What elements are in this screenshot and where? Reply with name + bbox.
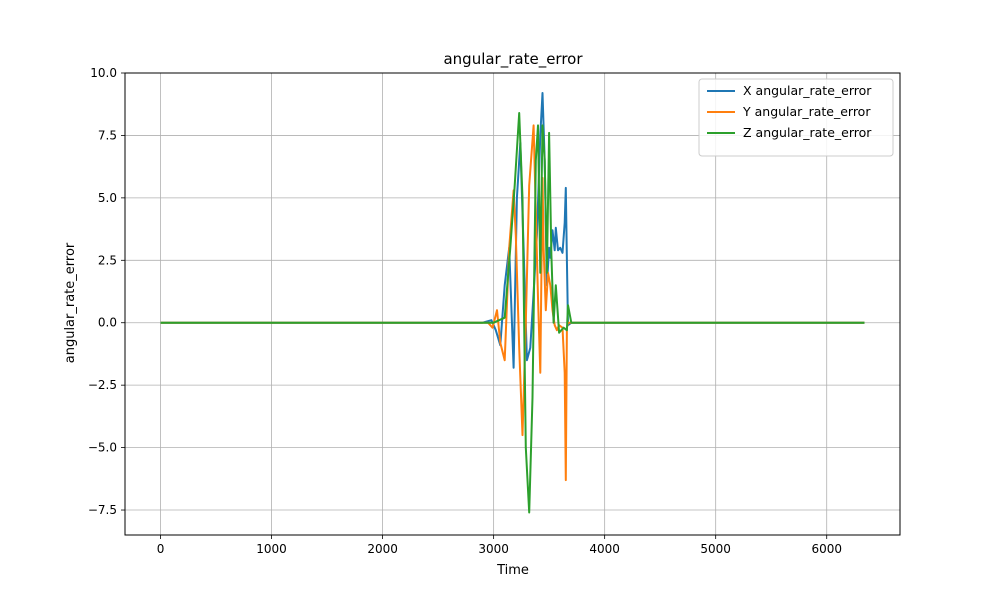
- legend: X angular_rate_error Y angular_rate_error…: [698, 78, 894, 157]
- series-line-1: [160, 92, 865, 369]
- y-tick-label: −2.5: [88, 378, 117, 392]
- x-tick-label: 1000: [256, 542, 287, 556]
- y-axis-label: angular_rate_error: [63, 242, 78, 363]
- axes-frame: [124, 72, 901, 536]
- x-tick-label: 5000: [700, 542, 731, 556]
- legend-box: [698, 78, 894, 157]
- x-tick-label: 6000: [811, 542, 842, 556]
- y-tick-label: −5.0: [88, 441, 117, 455]
- x-tick-label: 4000: [589, 542, 620, 556]
- y-tick-label: −7.5: [88, 503, 117, 517]
- legend-label: Y angular_rate_error: [742, 104, 871, 119]
- y-tick-label: 2.5: [98, 253, 117, 267]
- y-tick-label: 7.5: [98, 128, 117, 142]
- x-tick-label: 3000: [478, 542, 509, 556]
- chart-title: angular_rate_error: [443, 50, 583, 69]
- x-ticks: 0 1000 2000 3000 4000 5000 6000: [157, 535, 842, 556]
- series-line-3: [160, 112, 865, 514]
- series-line-2: [160, 124, 865, 482]
- x-tick-label: 0: [157, 542, 165, 556]
- y-tick-label: 0.0: [98, 316, 117, 330]
- series-group: [160, 92, 865, 514]
- y-tick-label: 10.0: [90, 66, 117, 80]
- x-tick-label: 2000: [367, 542, 398, 556]
- x-axis-label: Time: [496, 563, 529, 578]
- y-tick-label: 5.0: [98, 191, 117, 205]
- legend-label: X angular_rate_error: [743, 83, 872, 98]
- y-ticks: −7.5 −5.0 −2.5 0.0 2.5 5.0 7.5 10.0: [88, 66, 125, 517]
- legend-label: Z angular_rate_error: [743, 125, 872, 140]
